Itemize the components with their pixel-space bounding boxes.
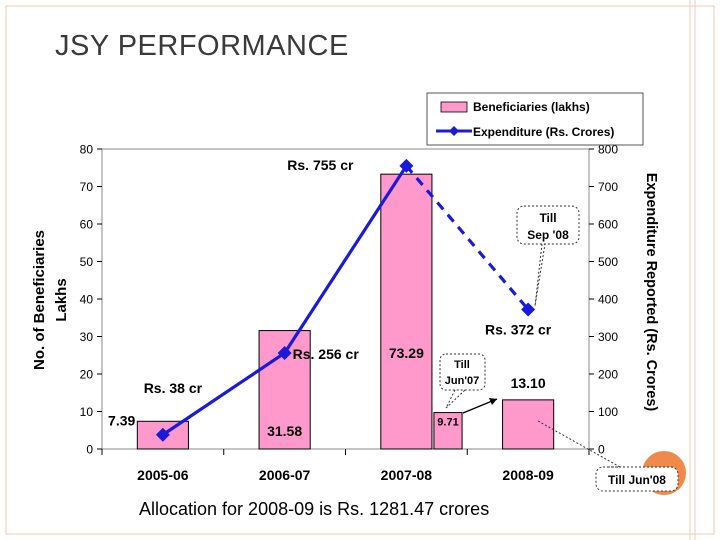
callout-box-jun08 bbox=[595, 466, 679, 492]
bar-till-jun08 bbox=[433, 412, 463, 450]
right-tick-label: 500 bbox=[598, 255, 618, 269]
left-tick-label: 10 bbox=[80, 405, 94, 419]
left-tick-label: 30 bbox=[80, 330, 94, 344]
expenditure-label: Rs. 38 cr bbox=[144, 380, 203, 396]
callout-till-jun07: Till Jun'07 bbox=[439, 353, 486, 409]
bar bbox=[380, 173, 433, 450]
legend-item-beneficiaries: Beneficiaries (lakhs) bbox=[473, 100, 590, 114]
callout-sep08-line2: Sep '08 bbox=[527, 228, 569, 242]
callout-till-sep08: Till Sep '08 bbox=[516, 205, 580, 307]
left-tick-label: 50 bbox=[80, 255, 94, 269]
left-axis-title-line2: Lakhs bbox=[53, 278, 70, 321]
right-tick-label: 100 bbox=[598, 405, 618, 419]
left-axis-title-line1: No. of Beneficiaries bbox=[31, 230, 48, 370]
bar-value-label: 73.29 bbox=[389, 345, 424, 361]
right-axis: 0 100 200 300 400 500 600 700 800 bbox=[589, 143, 618, 457]
right-tick-label: 800 bbox=[598, 143, 618, 157]
right-tick-label: 400 bbox=[598, 293, 618, 307]
line-series: Rs. 38 cr Rs. 256 cr Rs. 755 cr Rs. 372 cr bbox=[144, 157, 552, 442]
x-tick-label: 2005-06 bbox=[137, 467, 189, 483]
x-tick-label: 2008-09 bbox=[502, 467, 554, 483]
x-tick-label: 2006-07 bbox=[259, 467, 311, 483]
expenditure-point bbox=[277, 346, 292, 360]
expenditure-point bbox=[155, 427, 170, 442]
right-tick-label: 600 bbox=[598, 218, 618, 232]
right-tick-label: 300 bbox=[598, 330, 618, 344]
x-axis: 2005-06 2006-07 2007-08 2008-09 bbox=[101, 449, 590, 483]
callout-jun07-line2: Jun'07 bbox=[445, 375, 479, 387]
left-tick-label: 40 bbox=[80, 293, 94, 307]
left-tick-label: 80 bbox=[80, 143, 94, 157]
callout-jun07-line1: Till bbox=[454, 359, 470, 371]
left-tick-label: 20 bbox=[80, 368, 94, 382]
callout-jun08-line1: Till Jun'08 bbox=[608, 473, 666, 487]
right-tick-label: 200 bbox=[598, 368, 618, 382]
bar-value-label: 31.58 bbox=[267, 423, 302, 439]
expenditure-point bbox=[399, 158, 414, 173]
legend: Beneficiaries (lakhs) Expenditure (Rs. C… bbox=[426, 92, 644, 146]
frame-outer bbox=[5, 5, 715, 535]
bar bbox=[136, 420, 189, 450]
callout-pointer-sep08 bbox=[534, 243, 546, 307]
right-tick-label: 700 bbox=[598, 180, 618, 194]
right-tick-label: 0 bbox=[598, 443, 605, 457]
expenditure-label: Rs. 755 cr bbox=[287, 157, 354, 173]
expenditure-projected-point bbox=[521, 302, 536, 317]
arrow-head bbox=[489, 398, 497, 405]
bar-series: 7.39 31.58 73.29 13.10 9.71 bbox=[108, 173, 555, 450]
callout-box-jun07 bbox=[439, 353, 486, 391]
right-axis-title: Expenditure Reported (Rs. Crores) bbox=[643, 173, 659, 412]
callout-till-jun08: Till Jun'08 bbox=[537, 420, 679, 492]
legend-item-expenditure: Expenditure (Rs. Crores) bbox=[473, 125, 614, 139]
page-title: JSY PERFORMANCE bbox=[55, 30, 349, 62]
x-tick-label: 2007-08 bbox=[381, 467, 433, 483]
left-tick-label: 0 bbox=[86, 443, 93, 457]
bar-till-jun08-label: 9.71 bbox=[437, 417, 458, 429]
bar-value-label: 7.39 bbox=[108, 412, 135, 428]
allocation-footnote: Allocation for 2008-09 is Rs. 1281.47 cr… bbox=[139, 499, 490, 519]
expenditure-label: Rs. 372 cr bbox=[485, 322, 552, 338]
bar bbox=[502, 399, 555, 450]
legend-diamond-marker bbox=[449, 126, 459, 136]
callout-pointer-jun07 bbox=[445, 389, 466, 409]
bar-value-label: 13.10 bbox=[511, 375, 546, 391]
legend-bar-swatch bbox=[440, 101, 468, 113]
callout-sep08-line1: Till bbox=[539, 211, 556, 225]
callout-box-sep08 bbox=[516, 205, 580, 245]
expenditure-label: Rs. 256 cr bbox=[293, 346, 360, 362]
left-axis: 0 10 20 30 40 50 60 70 80 bbox=[80, 143, 102, 457]
left-tick-label: 70 bbox=[80, 180, 94, 194]
left-tick-label: 60 bbox=[80, 218, 94, 232]
